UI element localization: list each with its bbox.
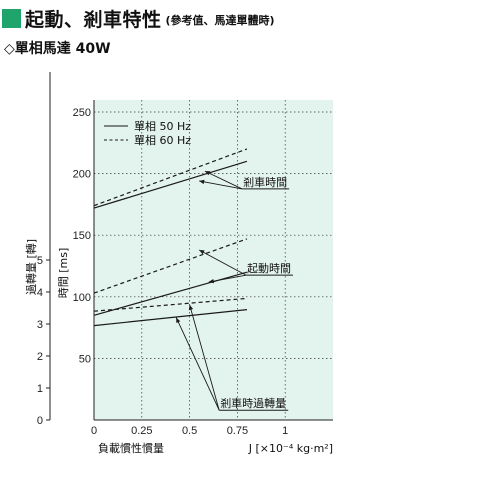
overrun-axis-label: 過轉量 [轉] xyxy=(25,239,38,295)
title-square-icon xyxy=(2,8,21,28)
grid-lines xyxy=(93,100,333,421)
annotation-leader xyxy=(198,249,247,276)
annotation-arrowhead xyxy=(199,179,205,185)
x-tick-label: 0.75 xyxy=(227,425,248,437)
overrun-tick-label: 2 xyxy=(37,351,43,363)
series-line xyxy=(93,297,248,312)
annotation-leader xyxy=(175,317,220,411)
series-line xyxy=(93,238,248,294)
annotation-arrowhead xyxy=(199,249,205,255)
annotation-arrowhead xyxy=(188,304,194,311)
annotation-label: 剎車時間 xyxy=(243,175,287,189)
x-axis-ticks: 0 0.25 0.5 0.75 1 xyxy=(91,425,288,437)
chart-subtitle: ◇單相馬達 40W xyxy=(4,41,111,57)
x-axis-label: 負載慣性慣量 xyxy=(98,441,164,455)
time-tick-label: 50 xyxy=(79,353,91,365)
time-tick-label: 200 xyxy=(73,169,91,181)
series-line xyxy=(93,160,248,209)
annotation-leader xyxy=(204,170,243,190)
annotation-arrowhead xyxy=(204,171,211,176)
overrun-tick-label: 4 xyxy=(37,287,43,299)
series-line xyxy=(93,148,248,207)
x-tick-label: 0.5 xyxy=(182,425,197,437)
x-tick-label: 0.25 xyxy=(131,425,152,437)
x-axis-unit-label: J [×10⁻⁴ kg·m²] xyxy=(248,442,333,455)
page-title: 起動、剎車特性 xyxy=(25,8,162,31)
time-tick-label: 150 xyxy=(73,230,91,242)
time-axis-label: 時間 [ms] xyxy=(57,248,70,299)
annotation-label: 剎車時過轉量 xyxy=(220,396,286,410)
overrun-tick-label: 5 xyxy=(37,255,43,267)
annotation-arrowhead xyxy=(176,317,181,324)
time-tick-label: 100 xyxy=(73,292,91,304)
time-tick-label: 250 xyxy=(73,107,91,119)
x-tick-label: 0 xyxy=(91,425,97,437)
annotation-label: 起動時間 xyxy=(247,261,291,275)
overrun-tick-label: 3 xyxy=(37,319,43,331)
annotation-leader xyxy=(189,304,220,411)
page-note: (參考值、馬達單體時) xyxy=(165,14,275,27)
overrun-tick-label: 0 xyxy=(37,415,43,427)
plot-background xyxy=(94,100,333,420)
overrun-tick-label: 1 xyxy=(37,383,43,395)
legend-label: 單相 60 Hz xyxy=(134,134,191,147)
annotation-leader xyxy=(199,180,243,190)
annotation-arrowhead xyxy=(208,278,215,284)
legend-label: 單相 50 Hz xyxy=(134,120,191,133)
x-tick-label: 1 xyxy=(282,425,288,437)
time-axis-ticks: 50 100 150 200 250 xyxy=(73,107,91,365)
overrun-axis-ticks: 0 1 2 3 4 5 xyxy=(37,255,50,427)
series-line xyxy=(93,309,248,327)
annotation-leader xyxy=(208,274,247,283)
page-title-row: 起動、剎車特性 (參考值、馬達單體時) xyxy=(2,4,275,32)
